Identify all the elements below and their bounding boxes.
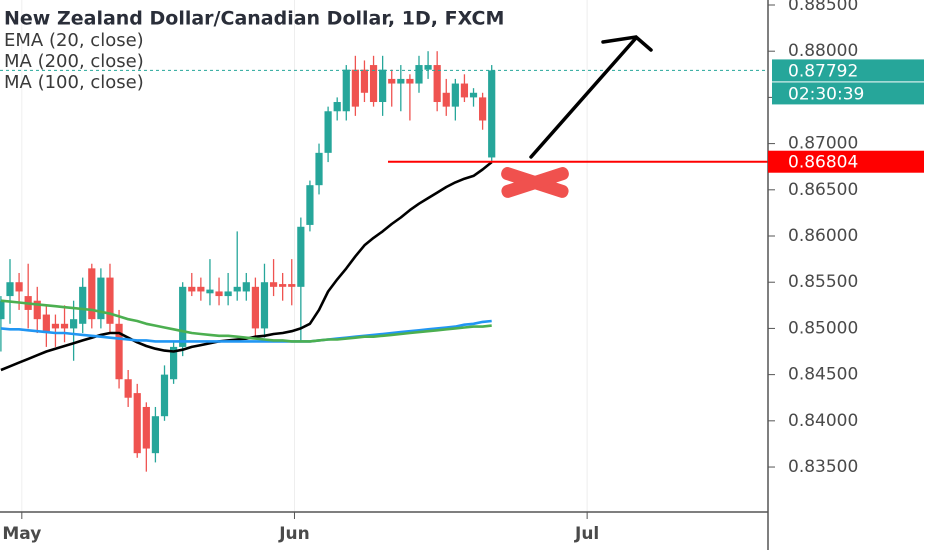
candle-body: [124, 379, 132, 398]
candle-body: [33, 300, 41, 320]
y-tick-label: 0.87000: [788, 134, 858, 154]
candle-body: [388, 78, 396, 84]
candle-body: [460, 83, 469, 98]
y-tick-label: 0.86000: [788, 226, 858, 246]
arrow: [529, 35, 653, 159]
candle-body: [479, 97, 487, 121]
candle-body: [97, 277, 105, 320]
candle-body: [297, 226, 305, 287]
x-tick-label: May: [2, 524, 41, 544]
candle-body: [115, 323, 123, 380]
y-tick-label: 0.85000: [788, 318, 858, 338]
candle-body: [288, 284, 296, 287]
legend-entry: EMA (20, close): [4, 30, 144, 51]
y-tick-label: 0.84500: [788, 365, 858, 385]
candle-body: [169, 346, 178, 380]
candle-body: [469, 92, 478, 98]
candle-body: [242, 282, 250, 292]
ma-line: [0, 319, 492, 343]
candle-body: [197, 286, 205, 292]
x-tick-label: Jun: [278, 524, 310, 544]
candle-body: [424, 65, 432, 70]
y-tick-label: 0.88000: [788, 41, 858, 61]
y-tick-label: 0.83500: [788, 457, 858, 477]
legend-entry: MA (200, close): [4, 51, 144, 72]
candle-body: [333, 102, 341, 112]
candle-body: [215, 291, 223, 297]
candle-body: [179, 286, 187, 347]
candle-body: [451, 83, 459, 107]
y-tick-label: 0.86500: [788, 180, 858, 200]
candle-body: [360, 69, 369, 93]
legend-entry: MA (100, close): [4, 72, 144, 93]
candle-body: [6, 282, 14, 297]
candle-body: [142, 406, 150, 449]
countdown-label: 02:30:39: [788, 84, 864, 104]
candle-body: [51, 323, 60, 329]
candle-body: [188, 286, 196, 292]
y-tick-label: 0.85500: [788, 272, 858, 292]
candle-body: [269, 282, 278, 287]
candle-body: [379, 69, 387, 103]
axes: 0.885000.880000.875000.870000.865000.860…: [2, 0, 924, 544]
grid: [21, 0, 588, 512]
candle-body: [315, 152, 323, 186]
candle-body: [70, 319, 78, 329]
candle-body: [488, 70, 496, 158]
candle-body: [60, 323, 69, 329]
candle-body: [369, 65, 378, 103]
candle-body: [106, 277, 114, 324]
cross: [501, 167, 569, 198]
candle-body: [251, 286, 259, 329]
candle-body: [397, 78, 405, 84]
candle-body: [15, 282, 23, 292]
candle-body: [151, 416, 160, 454]
candle-body: [88, 268, 96, 320]
candle-body: [0, 300, 5, 320]
candle-body: [133, 393, 141, 454]
last-price-label: 0.87792: [788, 61, 858, 81]
candle-body: [351, 69, 359, 107]
y-tick-label: 0.88500: [788, 0, 858, 15]
candle-body: [442, 92, 450, 107]
candle-body: [224, 291, 232, 297]
candle-body: [233, 286, 241, 292]
candle-body: [160, 374, 169, 417]
chart-title: New Zealand Dollar/Canadian Dollar, 1D, …: [4, 8, 504, 30]
ma-line: [0, 299, 492, 343]
candle-body: [415, 65, 423, 84]
candle-body: [42, 314, 50, 334]
candle-body: [342, 69, 350, 112]
candle-body: [324, 111, 332, 153]
candle-body: [279, 284, 287, 287]
level-label: 0.86804: [788, 153, 858, 173]
countdown-box: [772, 82, 924, 105]
candle-body: [206, 289, 214, 294]
last-price-box: [772, 59, 924, 82]
candle-body: [406, 78, 414, 84]
marks: [0, 51, 768, 472]
candle-body: [79, 286, 87, 324]
level-box: [768, 150, 924, 173]
y-tick-label: 0.84000: [788, 411, 858, 431]
x-tick-label: Jul: [574, 524, 599, 544]
candle-body: [260, 282, 269, 329]
candle-body: [433, 65, 441, 103]
candle-body: [306, 185, 314, 225]
